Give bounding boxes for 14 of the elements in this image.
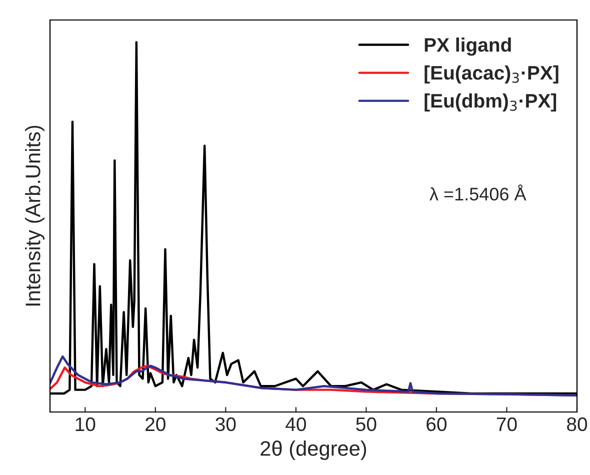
x-tick-label: 30 [216, 417, 236, 432]
x-tick-label: 70 [496, 417, 517, 432]
legend-label: [Eu(dbm)$_{3}$·PX] [424, 93, 556, 112]
x-tick-label: 80 [567, 417, 588, 432]
x-tick-label: 50 [356, 417, 376, 432]
y-axis-title: Intensity (Arb.Units) [25, 126, 44, 306]
x-tick-label: 10 [76, 417, 96, 432]
legend-label: [Eu(acac)$_{3}$·PX] [424, 65, 558, 84]
x-axis-title: 2θ (degree) [260, 440, 366, 460]
x-tick-label: 60 [426, 417, 447, 432]
legend-label: PX ligand [424, 38, 511, 56]
x-tick-label: 40 [286, 417, 306, 432]
annotation: λ =1.5406 Å [430, 184, 526, 200]
x-tick-label: 20 [146, 417, 166, 432]
